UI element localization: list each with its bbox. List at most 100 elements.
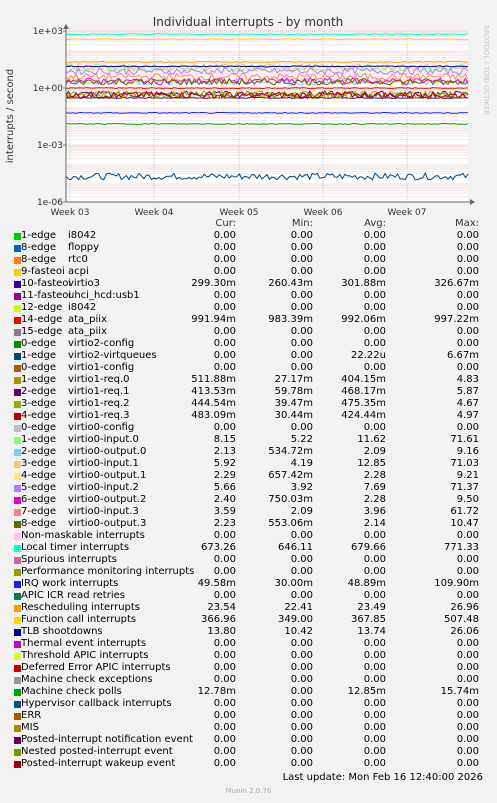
legend-min: 0.00	[290, 686, 313, 697]
legend-max: 0.00	[456, 338, 479, 349]
legend-swatch	[14, 725, 21, 732]
legend-min: 10.42	[284, 626, 313, 637]
legend-label: MIS	[21, 722, 39, 733]
legend-device: i8042	[68, 302, 97, 313]
legend-device: virtio1-req.2	[68, 398, 130, 409]
x-axis-arrow	[470, 199, 475, 205]
legend-avg: 2.14	[363, 518, 386, 529]
y-tick-label: 1e+03	[33, 27, 63, 37]
legend-row: Posted-interrupt notification event 0.00 0…	[0, 734, 497, 746]
legend-swatch	[14, 665, 21, 672]
legend-min: 5.22	[290, 434, 313, 445]
legend-max: 0.00	[456, 326, 479, 337]
legend-min: 534.72m	[268, 446, 313, 457]
legend-label: 5-edge	[21, 482, 56, 493]
legend-row: 11-fasteoi uhci_hcd:usb1 0.00 0.00 0.00 0.00	[0, 290, 497, 302]
legend-cur: 0.00	[213, 338, 236, 349]
legend-cur: 0.00	[213, 554, 236, 565]
legend-label: 1-edge	[21, 434, 56, 445]
legend-cur: 0.00	[213, 350, 236, 361]
legend-device: virtio1-req.1	[68, 386, 130, 397]
legend-avg: 0.00	[363, 566, 386, 577]
y-tick-label: 1e-06	[37, 198, 63, 208]
legend-cur: 8.15	[213, 434, 236, 445]
legend-cur: 0.00	[213, 326, 236, 337]
legend-label: Posted-interrupt notification event	[21, 734, 193, 745]
legend-max: 0.00	[456, 230, 479, 241]
legend-device: virtio1-req.3	[68, 410, 130, 421]
legend-swatch	[14, 413, 21, 420]
legend-swatch	[14, 473, 21, 480]
legend-avg: 0.00	[363, 734, 386, 745]
legend-label: Hypervisor callback interrupts	[21, 698, 172, 709]
legend-label: Thermal event interrupts	[21, 638, 147, 649]
legend-min: 0.00	[290, 758, 313, 769]
legend-min: 0.00	[290, 566, 313, 577]
series-line	[65, 111, 469, 114]
legend-min: 0.00	[290, 554, 313, 565]
legend-swatch	[14, 629, 21, 636]
col-header-min: Min:	[291, 218, 313, 229]
legend-avg: 475.35m	[341, 398, 386, 409]
legend-avg: 0.00	[363, 242, 386, 253]
legend-min: 0.00	[290, 650, 313, 661]
x-tick-label: Week 07	[388, 208, 427, 218]
legend-label: 3-edge	[21, 398, 56, 409]
legend-min: 0.00	[290, 722, 313, 733]
legend-max: 0.00	[456, 662, 479, 673]
legend-min: 0.00	[290, 710, 313, 721]
legend-device: virtio0-output.2	[68, 494, 147, 505]
legend-avg: 0.00	[363, 230, 386, 241]
legend-cur: 0.00	[213, 698, 236, 709]
legend-label: Threshold APIC interrupts	[21, 650, 149, 661]
legend-max: 0.00	[456, 566, 479, 577]
legend-cur: 0.00	[213, 530, 236, 541]
legend-avg: 2.28	[363, 494, 386, 505]
legend-device: virtio0-input.3	[68, 506, 139, 517]
legend-row: 2-edge virtio0-output.0 2.13 534.72m 2.09 9.1…	[0, 446, 497, 458]
legend-label: 8-edge	[21, 242, 56, 253]
gridlines	[66, 30, 468, 203]
legend-max: 0.00	[456, 722, 479, 733]
interrupts-chart: 1e-06 1e-03 1e+00 1e+03 Week 03 Week 04 Week 0…	[0, 0, 497, 218]
legend-avg: 0.00	[363, 290, 386, 301]
plot-area	[66, 31, 468, 202]
legend-label: 3-edge	[21, 458, 56, 469]
legend-avg: 13.74	[357, 626, 386, 637]
legend-label: 1-edge	[21, 374, 56, 385]
legend-max: 0.00	[456, 254, 479, 265]
legend-device: floppy	[68, 242, 100, 253]
x-tick-label: Week 06	[304, 208, 343, 218]
col-header-avg: Avg:	[364, 218, 386, 229]
legend-row: Thermal event interrupts 0.00 0.00 0.00 0.00	[0, 638, 497, 650]
watermark: RRDTOOL / TOBI OETIKER	[482, 25, 490, 115]
series-line	[65, 171, 469, 181]
axes: 1e-06 1e-03 1e+00 1e+03 Week 03 Week 04 Week 0…	[33, 24, 475, 218]
legend-avg: 0.00	[363, 722, 386, 733]
legend-label: 0-edge	[21, 422, 56, 433]
legend-row: 1-edge virtio1-req.0 511.88m 27.17m 404.15m 4…	[0, 374, 497, 386]
legend-max: 9.16	[456, 446, 479, 457]
legend-label: 6-edge	[21, 494, 56, 505]
legend-row: Nested posted-interrupt event 0.00 0.00 0.0…	[0, 746, 497, 758]
legend-row: 6-edge virtio0-output.2 2.40 750.03m 2.28 9.5…	[0, 494, 497, 506]
legend-avg: 0.00	[363, 758, 386, 769]
legend-row: 14-edge ata_piix 991.94m 983.39m 992.06m 997.…	[0, 314, 497, 326]
legend-min: 30.00m	[274, 578, 313, 589]
legend-min: 4.19	[290, 458, 313, 469]
legend-avg: 992.06m	[341, 314, 386, 325]
legend-row: Function call interrupts 366.96 349.00 367.…	[0, 614, 497, 626]
series-line	[65, 90, 469, 99]
legend-min: 0.00	[290, 266, 313, 277]
legend-max: 4.97	[456, 410, 479, 421]
legend-device: ata_piix	[68, 314, 107, 325]
legend-cur: 0.00	[213, 566, 236, 577]
legend-label: 8-edge	[21, 254, 56, 265]
legend-min: 39.47m	[274, 398, 313, 409]
legend-avg: 0.00	[363, 422, 386, 433]
legend-row: 1-edge i8042 0.00 0.00 0.00 0.00	[0, 230, 497, 242]
legend-max: 0.00	[456, 266, 479, 277]
legend-max: 326.67m	[434, 278, 479, 289]
legend-max: 0.00	[456, 734, 479, 745]
series-lines	[65, 33, 469, 181]
